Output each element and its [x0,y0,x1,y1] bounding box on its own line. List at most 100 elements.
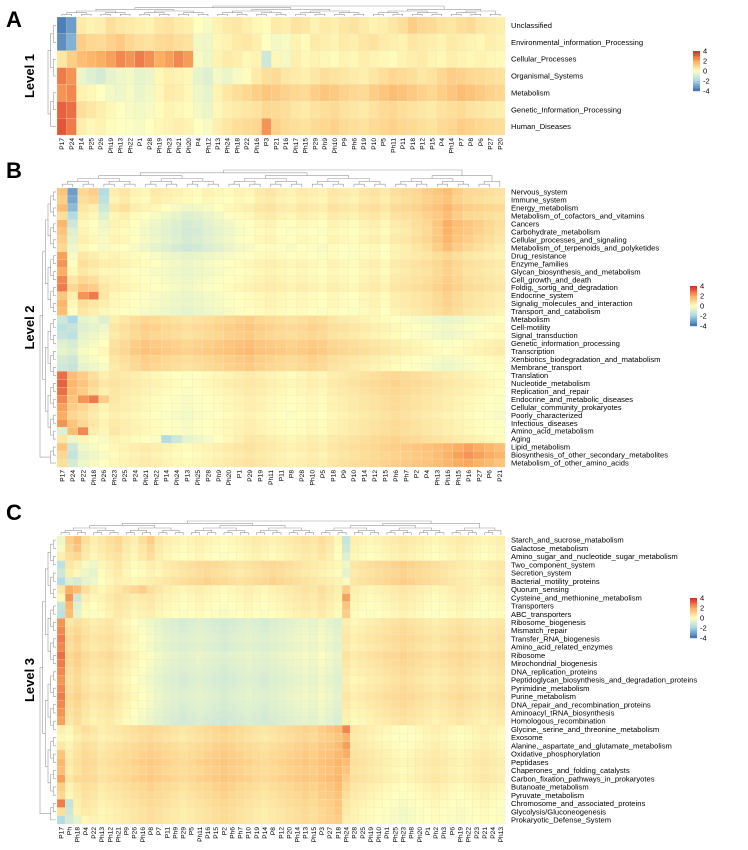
heatmap-cell [213,371,224,380]
heatmap-cell [130,758,139,767]
heatmap-cell [472,667,481,677]
heatmap-cell [181,371,193,380]
heatmap-cell [276,618,286,627]
heatmap-cell [472,790,481,800]
heatmap-cell [464,560,473,570]
heatmap-cell [388,16,399,35]
heatmap-cell [359,211,370,221]
heatmap-cell [260,725,269,734]
heatmap-cell [98,411,110,420]
heatmap-cell [76,118,87,136]
heatmap-cell [439,758,449,767]
heatmap-cell [496,725,506,734]
heatmap-cell [233,411,245,420]
heatmap-cell [348,243,360,252]
heatmap-cell [98,283,110,292]
heatmap-cell [213,235,224,244]
heatmap-cell [379,283,391,292]
heatmap-cell [400,227,412,237]
heatmap-cell [317,659,326,668]
heatmap-cell [154,782,164,792]
heatmap-cell [296,339,308,348]
heatmap-cell [366,733,375,742]
heatmap-cell [327,251,339,260]
heatmap-cell [236,552,245,561]
heatmap-cell [227,552,237,561]
column-label: P29 [247,470,254,482]
heatmap-cell [95,50,106,68]
heatmap-cell [202,16,214,35]
heatmap-cell [223,371,235,380]
heatmap-cell [223,251,235,260]
heatmap-cell [276,634,286,644]
heatmap-cell [306,195,318,205]
heatmap-cell [359,315,370,324]
heatmap-cell [65,585,74,594]
heatmap-cell [146,799,155,808]
heatmap-cell [211,601,221,611]
heatmap-cell [161,339,172,348]
heatmap-cell [296,195,308,205]
heatmap-cell [301,815,310,825]
heatmap-cell [162,651,172,660]
heatmap-cell [374,815,383,825]
heatmap-cell [192,283,204,292]
heatmap-cell [374,725,383,734]
column-label: P26 [101,470,108,482]
heatmap-cell [140,387,151,396]
heatmap-cell [113,626,123,635]
heatmap-cell [268,577,278,586]
heatmap-cell [254,307,266,316]
heatmap-cell [254,363,266,372]
heatmap-cell [81,634,90,644]
heatmap-cell [108,275,120,284]
heatmap-cell [265,419,276,428]
heatmap-cell [480,692,489,701]
heatmap-cell [211,692,221,701]
heatmap-cell [187,535,196,545]
column-label: P6 [487,470,494,478]
heatmap-cell [431,219,443,229]
column-label: Ph8 [409,827,416,839]
heatmap-cell [211,667,221,677]
column-label: P7 [458,138,465,146]
heatmap-cell [203,725,212,734]
heatmap-cell [227,774,237,784]
heatmap-cell [415,790,424,800]
heatmap-cell [317,203,329,213]
heatmap-cell [485,67,496,85]
heatmap-cell [338,363,349,372]
heatmap-cell [254,323,266,332]
heatmap-cell [161,371,172,380]
heatmap-cell [358,651,367,660]
heatmap-cell [260,651,269,660]
heatmap-cell [452,387,464,396]
heatmap-cell [146,601,155,611]
heatmap-cell [480,716,489,726]
heatmap-cell [442,275,454,284]
heatmap-cell [447,593,457,603]
heatmap-cell [179,708,188,718]
heatmap-cell [390,766,400,775]
heatmap-cell [309,741,318,751]
heatmap-cell [140,187,151,197]
heatmap-cell [319,67,330,85]
heatmap-cell [484,315,495,324]
heatmap-cell [105,618,115,627]
heatmap-cell [417,33,428,51]
column-label: P1 [425,827,432,835]
heatmap-cell [464,700,473,709]
heatmap-cell [138,626,147,635]
heatmap-cell [496,560,506,570]
column-label: P16 [283,138,290,150]
row-label: Metabolism_of_cofactors_and_vitamins [511,212,645,221]
heatmap-cell [130,700,139,709]
heatmap-cell [76,33,87,51]
heatmap-cell [442,458,454,468]
heatmap-cell [465,33,476,51]
heatmap-cell [293,708,302,718]
heatmap-cell [129,323,141,332]
heatmap-cell [232,118,243,136]
heatmap-cell [154,733,164,742]
heatmap-cell [195,552,204,561]
